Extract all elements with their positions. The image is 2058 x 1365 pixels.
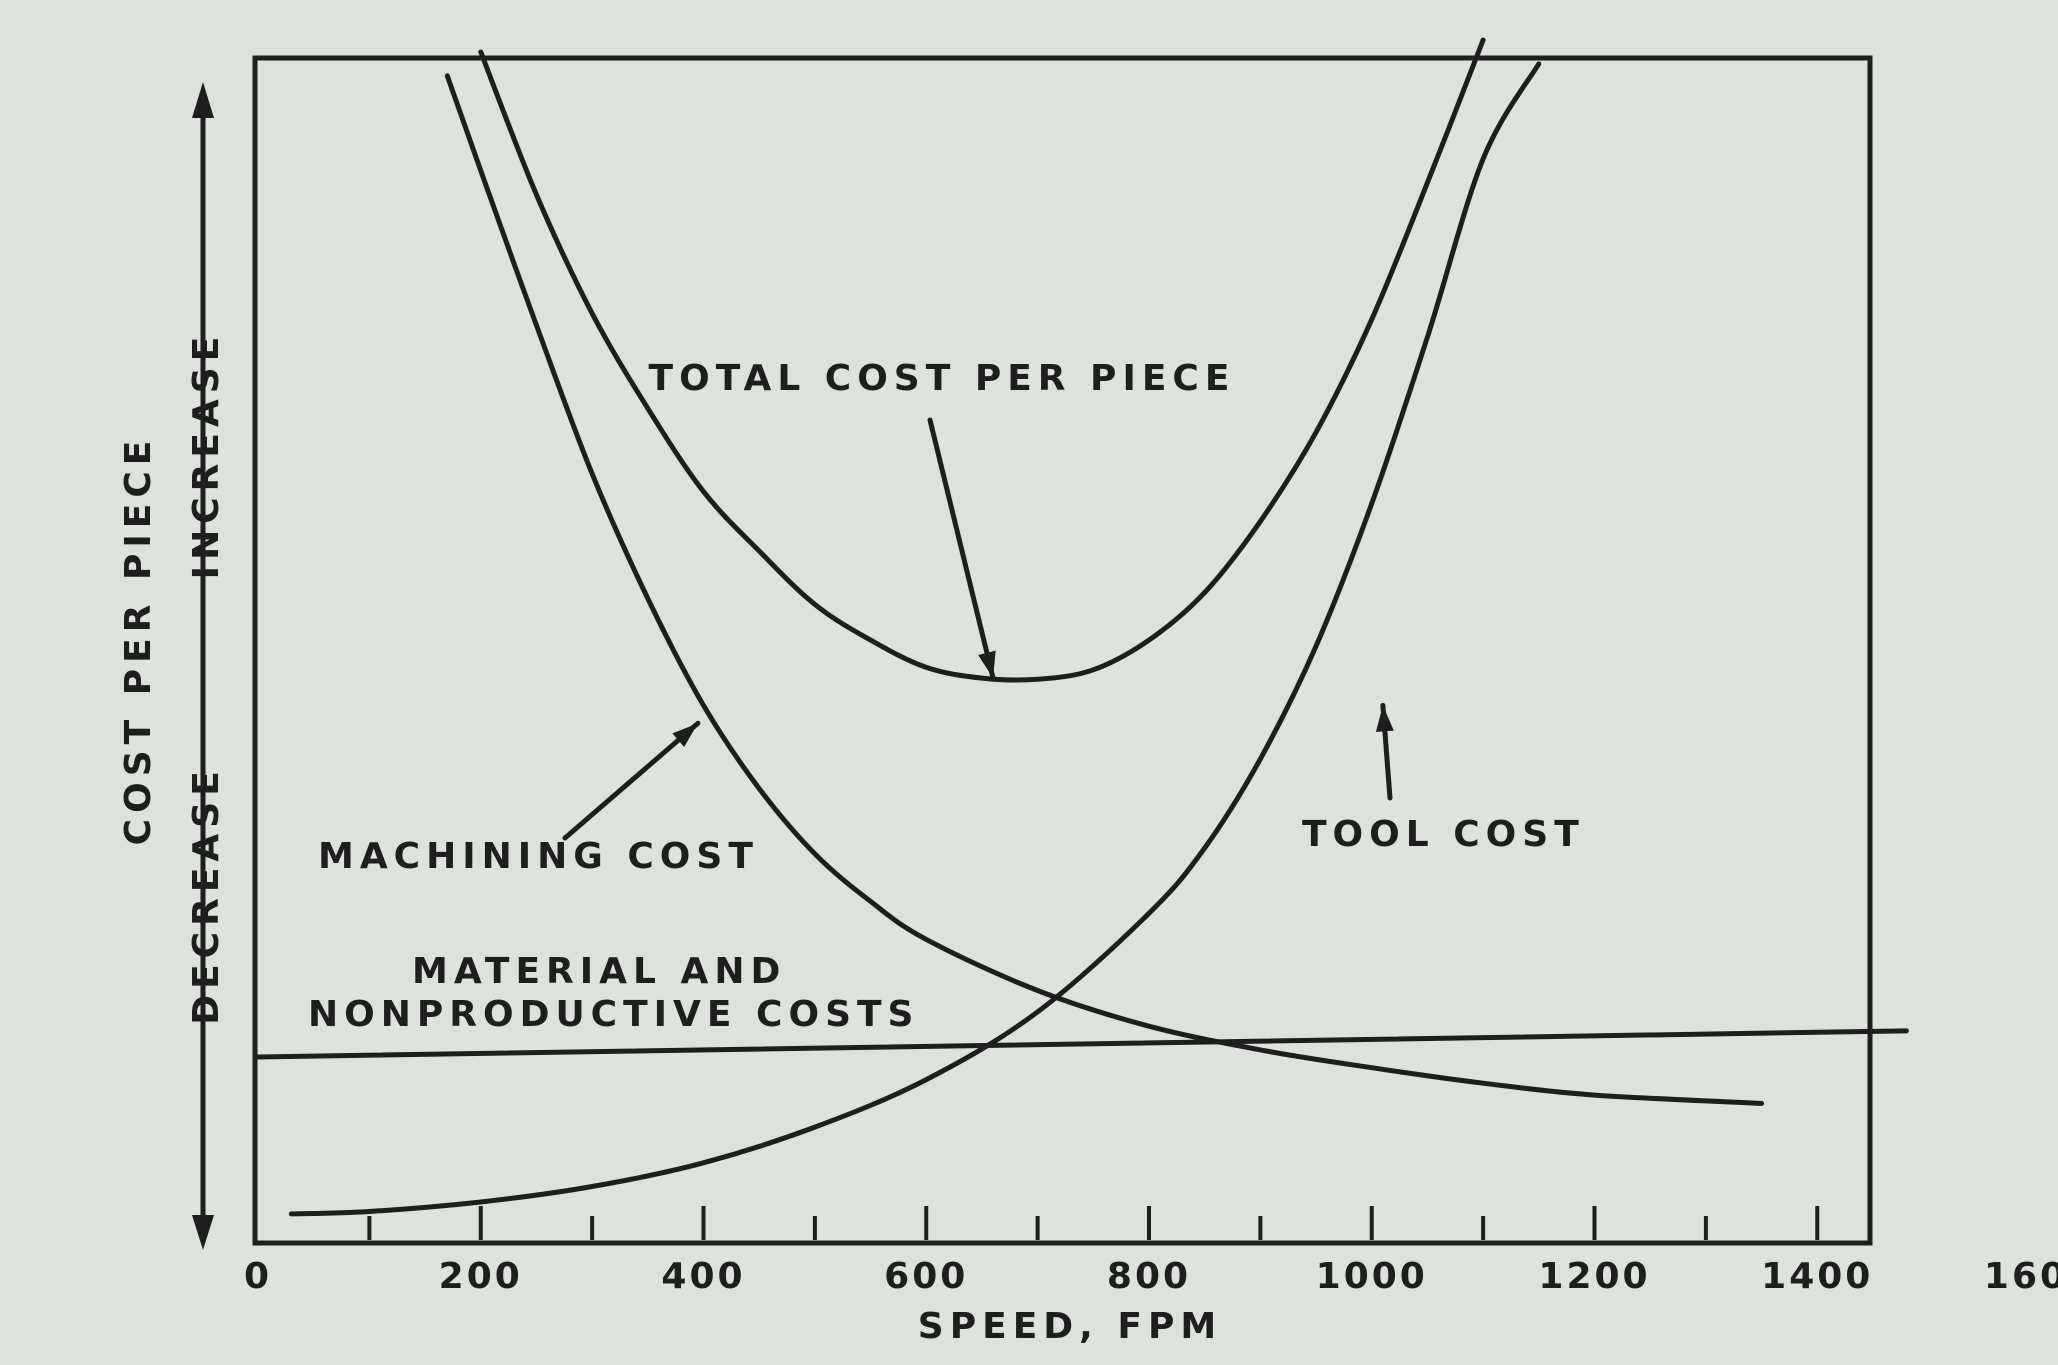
x-axis-title: SPEED, FPM	[918, 1306, 1222, 1347]
annotation-tool-cost-label: TOOL COST	[1302, 814, 1585, 855]
annotation-arrows	[562, 417, 1394, 841]
x-tick-label-0: 0	[244, 1256, 272, 1297]
y-axis-title: COST PER PIECE	[118, 435, 159, 846]
y-axis-increase-label: INCREASE	[186, 331, 227, 580]
series-line-machining-cost	[444, 73, 1765, 1106]
series-line-tool-cost	[288, 61, 1542, 1217]
x-axis-ticks	[367, 1206, 1820, 1240]
y-axis-double-arrow	[192, 82, 214, 1250]
x-tick-label-1000: 1000	[1316, 1256, 1428, 1297]
x-tick-label-800: 800	[1107, 1256, 1191, 1297]
x-tick-label-200: 200	[439, 1256, 523, 1297]
series-line-total-cost-per-piece	[478, 37, 1486, 683]
annotation-total-cost-label: TOTAL COST PER PIECE	[649, 358, 1236, 399]
x-axis-tick-labels: 0 200 400 600 800 1000 1200 1400 1600	[244, 1256, 2058, 1297]
x-tick-label-1400: 1400	[1761, 1256, 1873, 1297]
x-tick-label-1200: 1200	[1538, 1256, 1650, 1297]
annotation-material-label-line1: MATERIAL AND	[412, 951, 786, 992]
annotation-machining-cost-label: MACHINING COST	[318, 836, 759, 877]
series-line-material-and-nonproductive-costs	[255, 1028, 1909, 1060]
plot-frame	[252, 55, 1873, 1246]
annotation-arrow-1	[562, 720, 701, 841]
series-layer	[255, 37, 1909, 1217]
annotation-arrow-2	[1375, 702, 1394, 801]
x-tick-label-1600: 1600	[1984, 1256, 2058, 1297]
annotation-arrow-0	[927, 417, 996, 681]
y-axis-decrease-label: DECREASE	[186, 765, 227, 1025]
annotation-material-label-line2: NONPRODUCTIVE COSTS	[308, 994, 919, 1035]
x-tick-label-400: 400	[661, 1256, 745, 1297]
x-tick-label-600: 600	[884, 1256, 968, 1297]
